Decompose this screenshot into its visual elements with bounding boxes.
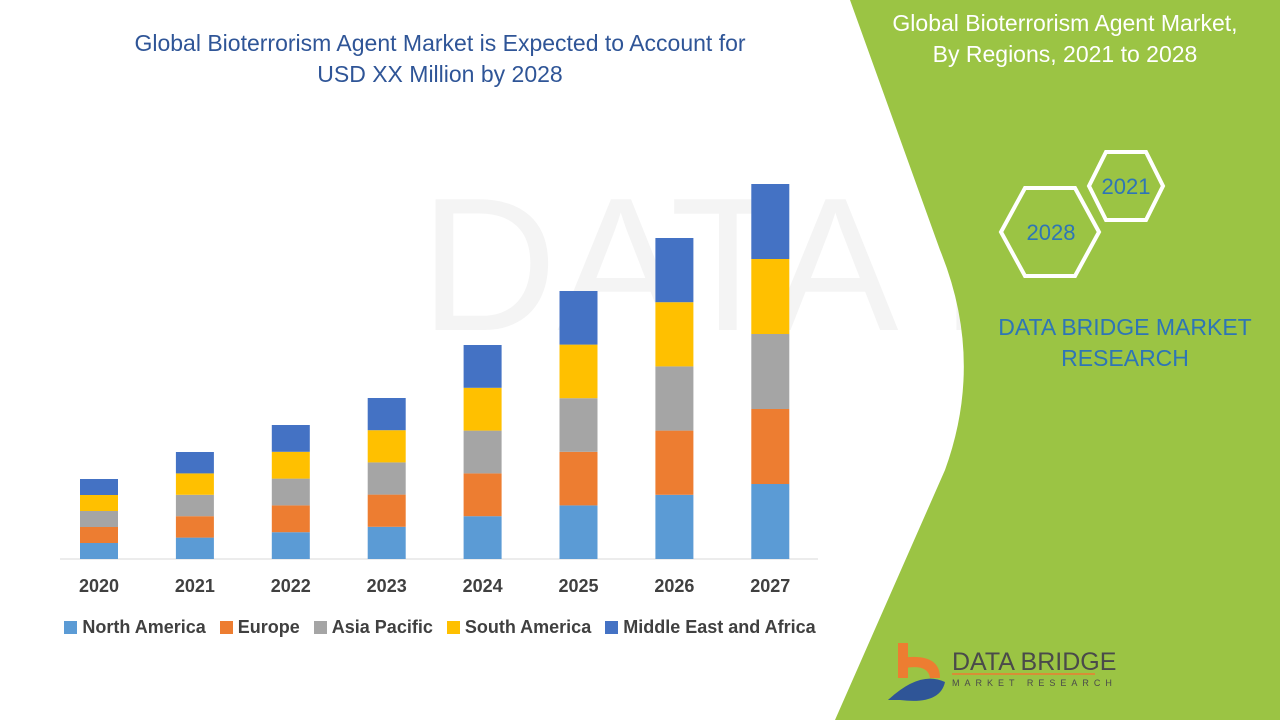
bar-segment-2023-2 [367,462,406,495]
legend-item: North America [64,617,206,638]
bar-segment-2026-4 [655,238,694,303]
x-tick-label: 2023 [367,576,407,596]
bar-segment-2026-3 [655,302,694,367]
title-line-1: Global Bioterrorism Agent Market is Expe… [134,30,746,56]
legend-item: Asia Pacific [313,617,433,638]
x-tick-label: 2021 [175,576,215,596]
x-tick-label: 2024 [463,576,503,596]
bar-segment-2024-1 [463,473,502,517]
bar-segment-2020-3 [80,495,118,511]
legend-item: Middle East and Africa [605,617,816,638]
legend-item: Europe [219,617,300,638]
bars: 2020 2021 2022 2023 2024 2025 2026 2027 [79,184,790,596]
bar-segment-2020-0 [80,543,118,559]
panel-title-line-1: Global Bioterrorism Agent Market, [892,10,1238,36]
hexagon-2028-icon [998,186,1102,278]
bar-segment-2020-2 [80,511,118,527]
bar-segment-2022-4 [271,425,310,452]
bar-segment-2023-4 [367,398,406,431]
bar-segment-2027-2 [751,334,790,409]
bar-segment-2022-2 [271,478,310,506]
bar-segment-2025-0 [559,505,598,559]
legend-label: South America [464,617,592,637]
legend-swatch [219,621,233,634]
bar-segment-2027-4 [751,184,790,259]
brand-text: DATA BRIDGE MARKET RESEARCH [985,312,1265,374]
x-tick-label: 2026 [654,576,694,596]
bar-segment-2025-2 [559,398,598,452]
bar-segment-2027-1 [751,409,790,484]
x-tick-label: 2025 [558,576,598,596]
bar-segment-2024-4 [463,345,502,388]
bar-segment-2024-2 [463,430,502,474]
legend-swatch [313,621,327,634]
bar-segment-2023-0 [367,526,406,559]
bar-segment-2026-1 [655,430,694,495]
bar-segment-2021-0 [175,537,214,559]
legend: North America Europe Asia Pacific South Ame… [60,617,820,638]
legend-swatch [605,621,619,634]
legend-label: North America [82,617,206,637]
bar-segment-2020-1 [80,527,118,543]
title-line-2: USD XX Million by 2028 [317,61,563,87]
panel-title-line-2: By Regions, 2021 to 2028 [932,41,1198,67]
logo-text: DATA BRIDGE [952,648,1117,676]
bar-segment-2027-0 [751,484,790,559]
hex-year-2021: 2021 [1102,174,1151,199]
bar-segment-2022-1 [271,505,310,533]
panel-title: Global Bioterrorism Agent Market, By Reg… [880,8,1250,70]
legend-label: Asia Pacific [331,617,433,637]
bar-segment-2026-2 [655,366,694,431]
logo-icon [888,643,945,701]
bar-segment-2025-4 [559,291,598,345]
bar-segment-2024-3 [463,387,502,431]
legend-swatch [64,621,78,634]
hexagon-2021-icon [1086,150,1166,222]
legend-item: South America [446,617,592,638]
brand-line-2: RESEARCH [1061,345,1189,371]
x-tick-label: 2020 [79,576,119,596]
hex-year-2028: 2028 [1027,220,1076,245]
logo-subtext: MARKET RESEARCH [952,678,1117,688]
legend-label: Europe [237,617,300,637]
bar-segment-2023-1 [367,494,406,527]
brand-line-1: DATA BRIDGE MARKET [998,314,1252,340]
legend-swatch [446,621,460,634]
bar-segment-2025-3 [559,344,598,399]
bar-segment-2021-3 [175,473,214,495]
x-tick-label: 2027 [750,576,790,596]
bar-segment-2023-3 [367,430,406,463]
bar-segment-2021-1 [175,516,214,538]
bar-segment-2022-3 [271,451,310,479]
x-tick-label: 2022 [271,576,311,596]
legend-label: Middle East and Africa [623,617,816,637]
bar-segment-2025-1 [559,451,598,506]
bar-segment-2026-0 [655,494,694,559]
chart-title: Global Bioterrorism Agent Market is Expe… [60,28,820,90]
bar-segment-2020-4 [80,479,118,495]
bar-segment-2021-4 [175,452,214,474]
bar-segment-2022-0 [271,532,310,559]
bar-segment-2024-0 [463,516,502,559]
bar-segment-2027-3 [751,259,790,334]
bar-segment-2021-2 [175,494,214,517]
green-panel [835,0,1280,720]
